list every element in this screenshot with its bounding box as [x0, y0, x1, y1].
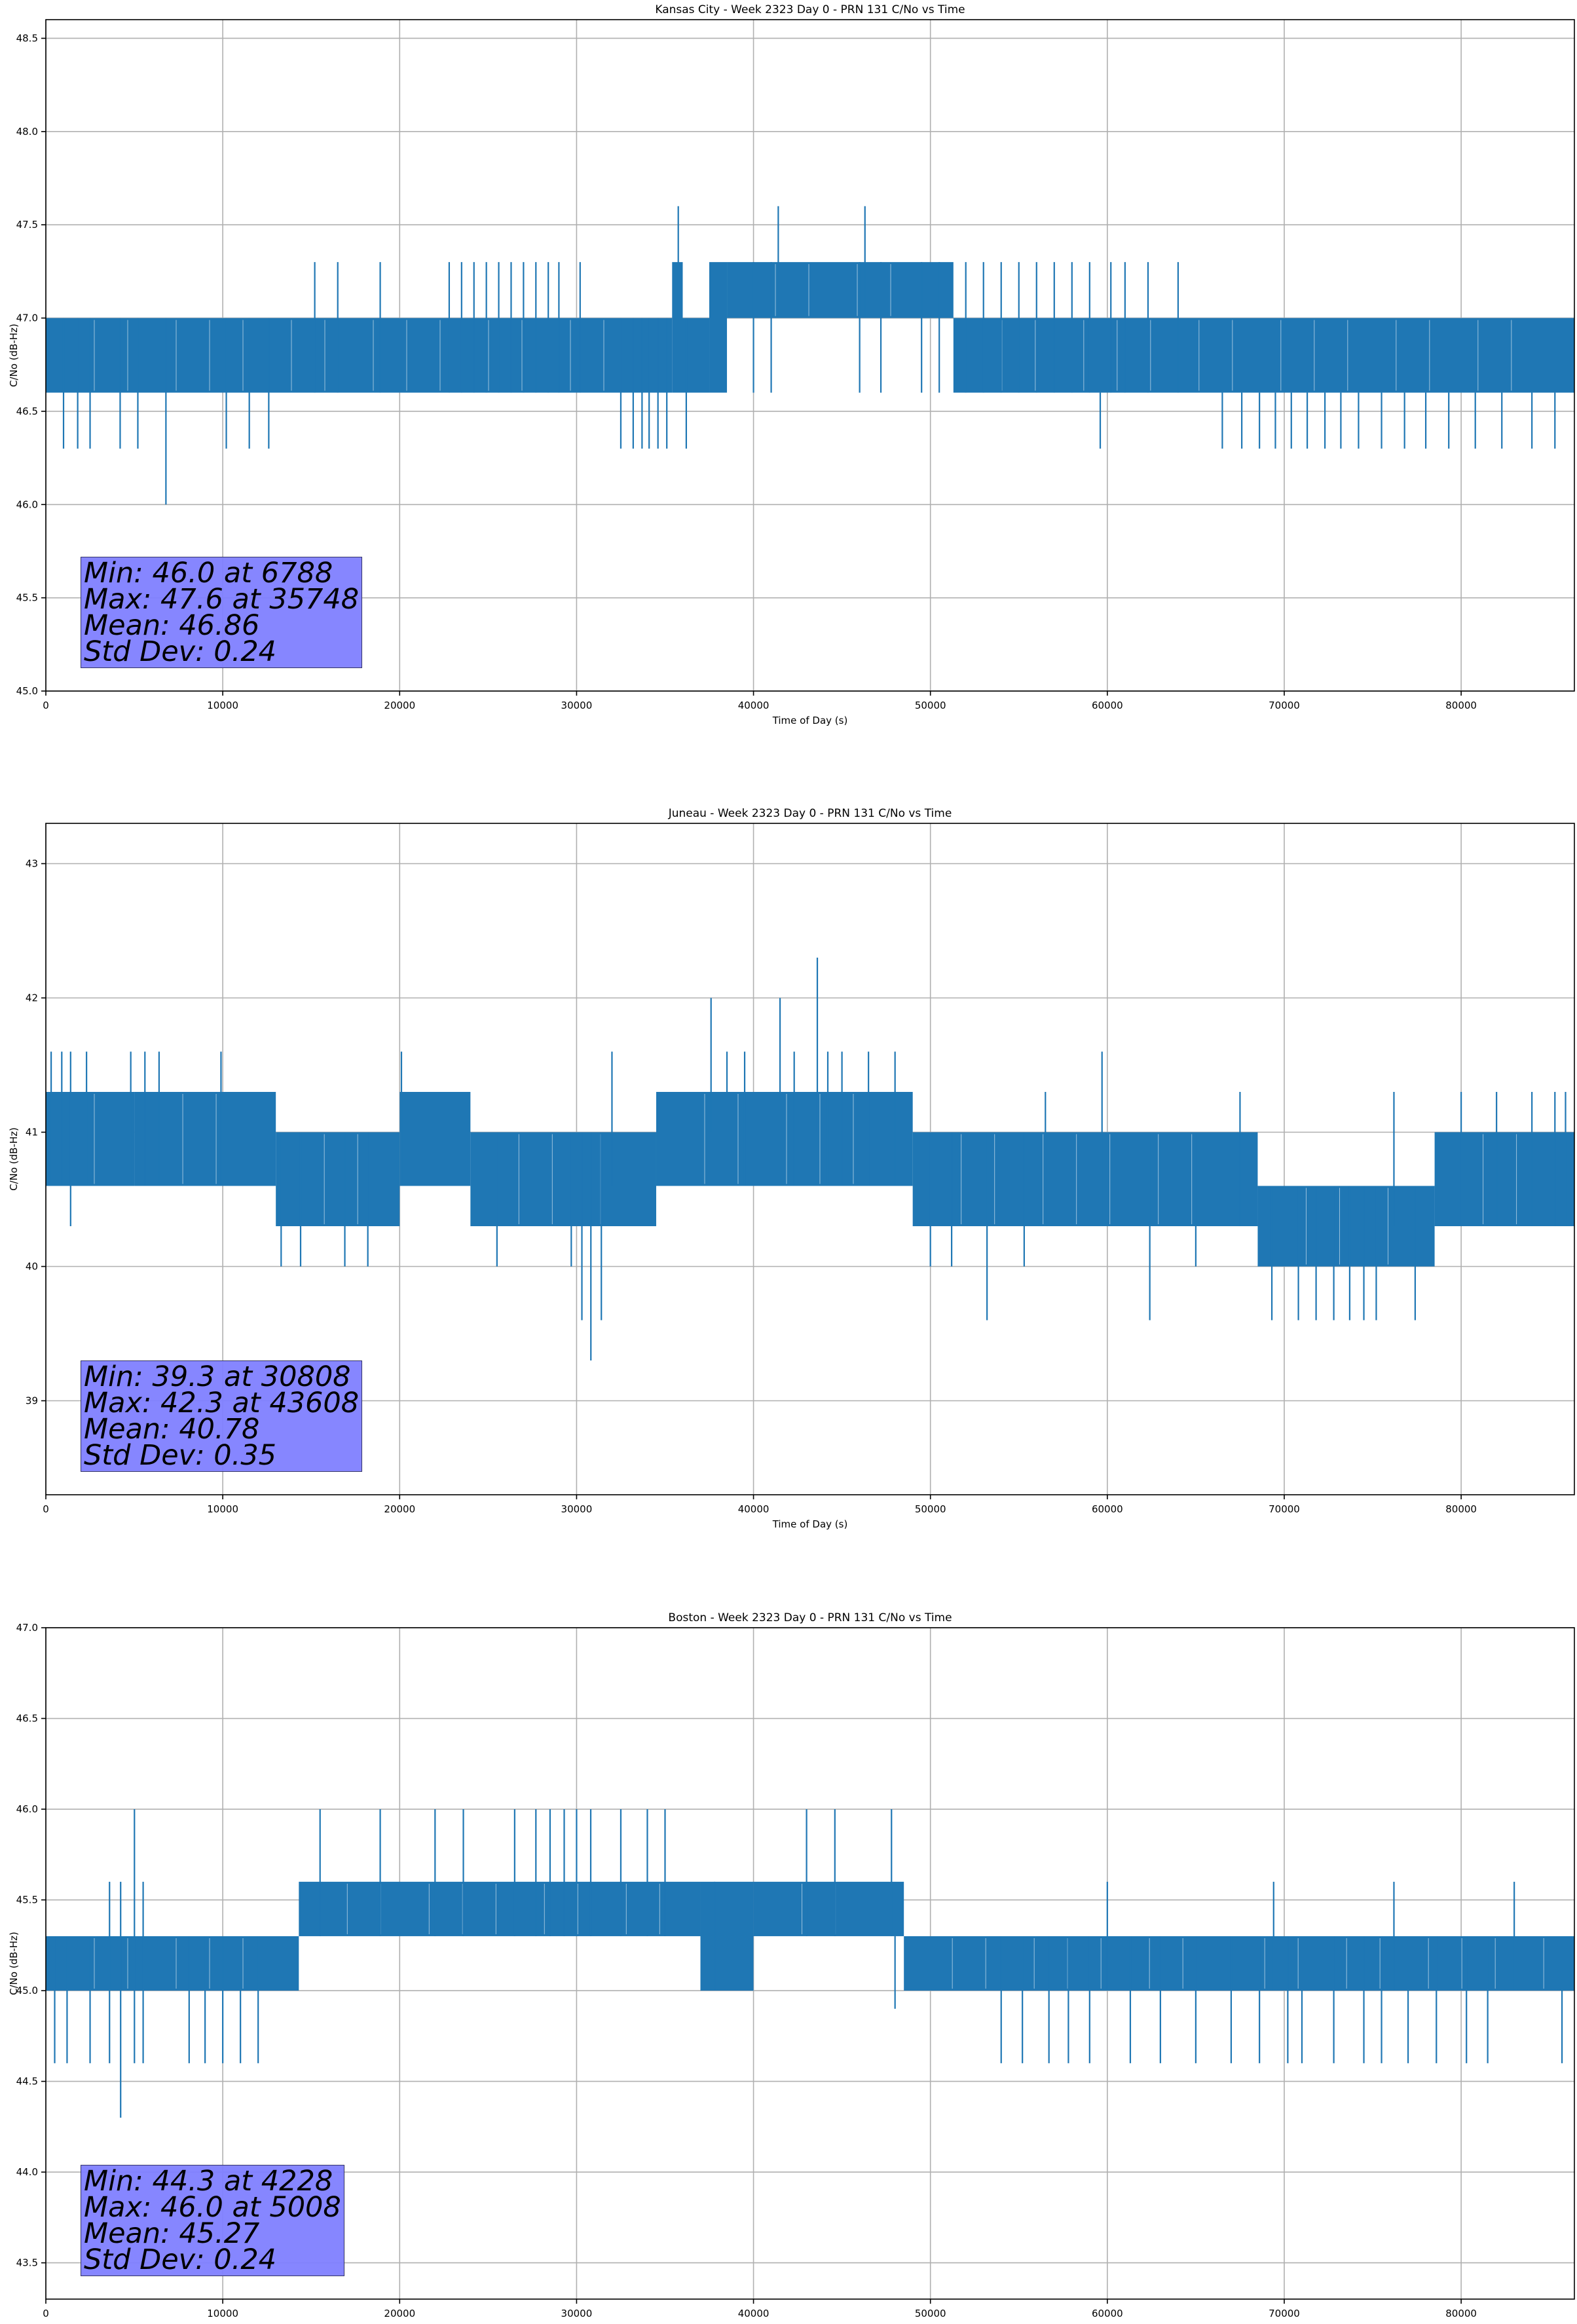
axes-frame — [45, 1627, 1575, 2300]
stats-box: Min: 46.0 at 6788 Max: 47.6 at 35748 Mean:… — [81, 557, 363, 668]
x-axis-label: Time of Day (s) — [772, 2323, 848, 2324]
cno-band — [904, 1936, 1574, 1991]
y-tick-label: 43 — [26, 858, 38, 870]
y-tick-label: 46.5 — [16, 1713, 38, 1725]
x-tick-label: 10000 — [207, 1503, 238, 1515]
y-tick-label: 48.5 — [16, 32, 38, 44]
x-tick-label: 40000 — [738, 2308, 770, 2319]
y-tick-label: 42 — [26, 992, 38, 1004]
stats-line: Mean: 40.78 — [84, 1413, 260, 1446]
cno-band — [682, 318, 710, 393]
cno-band — [46, 1092, 135, 1186]
x-tick-label: 60000 — [1092, 1503, 1123, 1515]
cno-band — [46, 318, 673, 393]
y-axis-label: C/No (dB-Hz) — [8, 1932, 20, 1995]
x-tick-label: 50000 — [915, 1503, 946, 1515]
y-tick-label: 39 — [26, 1395, 38, 1407]
stats-line: Std Dev: 0.24 — [84, 635, 277, 668]
y-tick-label: 45.0 — [16, 685, 38, 697]
axes-frame — [45, 19, 1575, 692]
y-tick-label: 43.5 — [16, 2257, 38, 2269]
y-tick-label: 46.0 — [16, 498, 38, 510]
chart-title: Boston - Week 2323 Day 0 - PRN 131 C/No … — [668, 1611, 952, 1624]
stats-line: Min: 44.3 at 4228 — [84, 2165, 333, 2198]
x-tick-label: 70000 — [1269, 1503, 1300, 1515]
x-tick-label: 70000 — [1269, 2308, 1300, 2319]
x-tick-label: 0 — [43, 1503, 49, 1515]
x-tick-label: 30000 — [561, 1503, 593, 1515]
x-tick-label: 0 — [43, 700, 49, 711]
y-tick-label: 47.5 — [16, 219, 38, 231]
series-2 — [46, 958, 1574, 1360]
x-tick-label: 70000 — [1269, 700, 1300, 711]
x-tick-label: 20000 — [384, 1503, 415, 1515]
y-axis-label: C/No (dB-Hz) — [8, 1127, 20, 1191]
x-tick-label: 60000 — [1092, 2308, 1123, 2319]
axes-frame — [45, 823, 1575, 1495]
x-axis-label: Time of Day (s) — [772, 1518, 848, 1530]
x-tick-label: 30000 — [561, 700, 593, 711]
stats-box: Min: 44.3 at 4228 Max: 46.0 at 5008 Mean: … — [81, 2165, 344, 2276]
y-tick-label: 44.5 — [16, 2076, 38, 2088]
y-tick-label: 45.5 — [16, 592, 38, 604]
y-tick-label: 44.0 — [16, 2166, 38, 2178]
y-tick-label: 48.0 — [16, 126, 38, 138]
x-tick-label: 10000 — [207, 2308, 238, 2319]
y-tick-label: 41 — [26, 1127, 38, 1138]
series-1 — [46, 206, 1574, 505]
y-tick-label: 45.0 — [16, 1985, 38, 1996]
x-tick-label: 80000 — [1445, 1503, 1477, 1515]
x-tick-label: 10000 — [207, 700, 238, 711]
cno-band — [1257, 1186, 1435, 1267]
cno-band — [299, 1881, 701, 1936]
cno-band — [470, 1132, 656, 1226]
cno-band — [912, 1132, 1258, 1226]
y-tick-label: 47.0 — [16, 312, 38, 324]
chart-title: Kansas City - Week 2323 Day 0 - PRN 131 … — [655, 3, 965, 16]
x-tick-label: 20000 — [384, 700, 415, 711]
y-tick-label: 40 — [26, 1261, 38, 1273]
cno-band — [46, 1936, 299, 1991]
cno-band — [753, 1881, 904, 1936]
x-tick-label: 40000 — [738, 1503, 770, 1515]
cno-band — [700, 1881, 754, 1991]
stats-line: Min: 39.3 at 30808 — [84, 1360, 351, 1393]
stats-line: Mean: 45.27 — [84, 2217, 260, 2250]
x-tick-label: 80000 — [1445, 700, 1477, 711]
x-tick-label: 80000 — [1445, 2308, 1477, 2319]
cno-band — [727, 262, 954, 318]
y-tick-label: 47.0 — [16, 1622, 38, 1634]
x-tick-label: 30000 — [561, 2308, 593, 2319]
x-tick-label: 20000 — [384, 2308, 415, 2319]
cno-band — [1434, 1132, 1574, 1226]
x-axis-label: Time of Day (s) — [772, 715, 848, 726]
chart-title: Juneau - Week 2323 Day 0 - PRN 131 C/No … — [668, 807, 952, 820]
x-tick-label: 50000 — [915, 700, 946, 711]
stats-line: Max: 42.3 at 43608 — [84, 1387, 360, 1419]
y-tick-label: 45.5 — [16, 1894, 38, 1906]
cno-band — [672, 262, 683, 393]
y-tick-label: 46.0 — [16, 1803, 38, 1815]
x-tick-label: 60000 — [1092, 700, 1123, 711]
stats-line: Max: 46.0 at 5008 — [84, 2191, 341, 2224]
stats-box: Min: 39.3 at 30808 Max: 42.3 at 43608 Mean… — [81, 1360, 363, 1472]
cno-band — [656, 1092, 913, 1186]
y-axis-label: C/No (dB-Hz) — [8, 324, 20, 387]
x-tick-label: 40000 — [738, 700, 770, 711]
series-3 — [46, 1809, 1574, 2118]
cno-band — [134, 1092, 276, 1186]
x-tick-label: 50000 — [915, 2308, 946, 2319]
stats-line: Std Dev: 0.35 — [84, 1439, 277, 1472]
y-tick-label: 46.5 — [16, 405, 38, 417]
stats-line: Mean: 46.86 — [84, 609, 260, 642]
stats-line: Min: 46.0 at 6788 — [84, 557, 333, 590]
cno-band — [953, 318, 1574, 393]
stats-line: Std Dev: 0.24 — [84, 2243, 277, 2276]
x-tick-label: 0 — [43, 2308, 49, 2319]
cno-band — [709, 262, 728, 393]
cno-band — [276, 1132, 400, 1226]
stats-line: Max: 47.6 at 35748 — [84, 583, 360, 616]
cno-band — [399, 1092, 471, 1186]
